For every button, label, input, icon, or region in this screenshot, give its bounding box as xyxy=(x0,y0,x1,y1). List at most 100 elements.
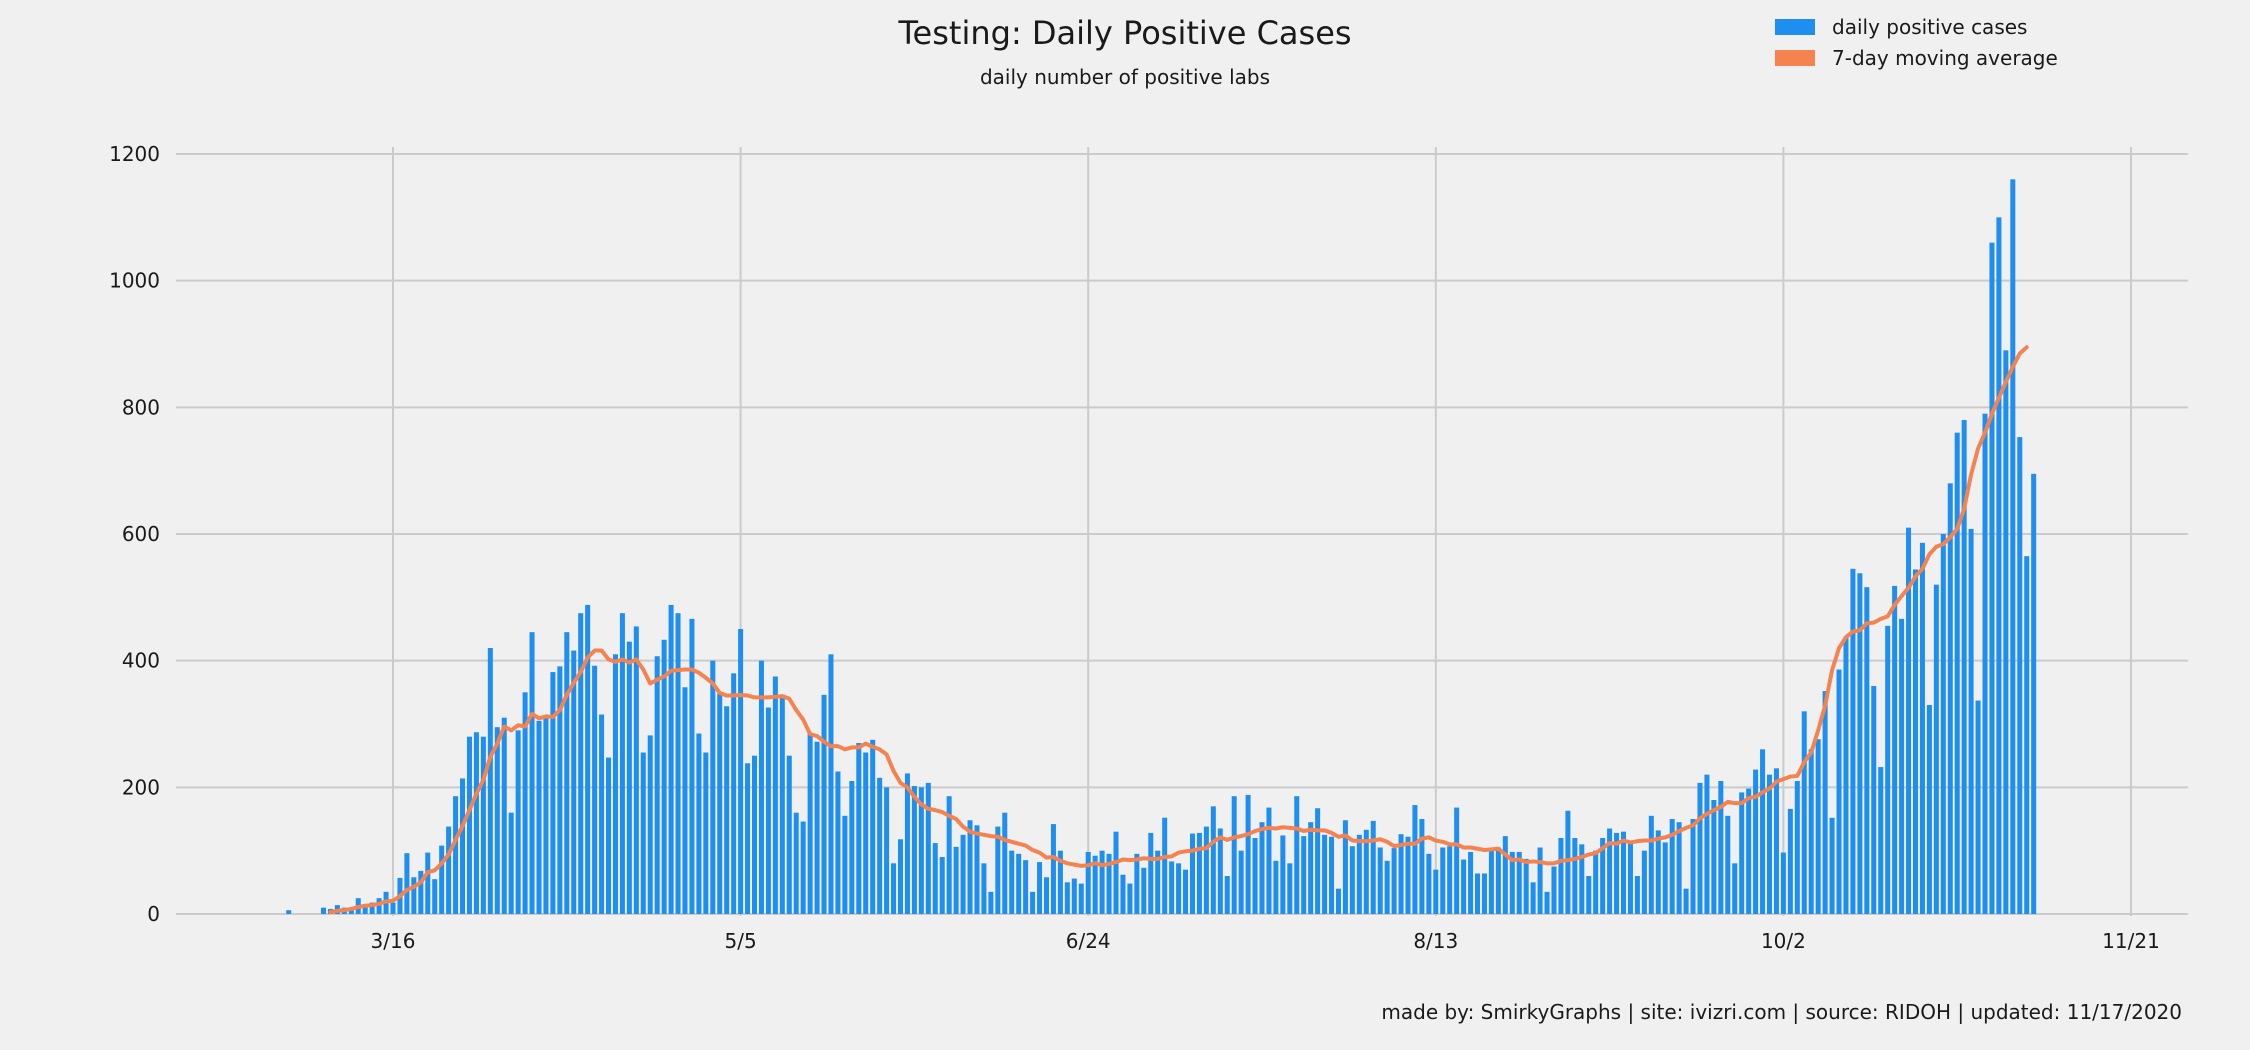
y-tick-label: 1000 xyxy=(109,269,160,293)
bar-daily-positive-cases xyxy=(807,733,813,914)
bar-daily-positive-cases xyxy=(585,604,591,914)
bar-daily-positive-cases xyxy=(731,673,737,914)
bar-daily-positive-cases xyxy=(1252,838,1258,914)
bar-daily-positive-cases xyxy=(404,853,410,914)
bar-daily-positive-cases xyxy=(515,730,521,914)
bar-daily-positive-cases xyxy=(1669,819,1675,914)
bar-daily-positive-cases xyxy=(473,732,479,914)
bar-daily-positive-cases xyxy=(1433,869,1439,914)
bar-daily-positive-cases xyxy=(1537,847,1543,914)
bar-daily-positive-cases xyxy=(675,613,681,914)
bar-daily-positive-cases xyxy=(1989,242,1995,915)
bar-daily-positive-cases xyxy=(1148,832,1154,914)
bar-daily-positive-cases xyxy=(1224,876,1230,914)
bar-daily-positive-cases xyxy=(1683,888,1689,914)
bar-daily-positive-cases xyxy=(897,839,903,914)
bar-daily-positive-cases xyxy=(411,877,417,914)
bar-daily-positive-cases xyxy=(1064,882,1070,914)
bar-daily-positive-cases xyxy=(1621,831,1627,914)
bar-daily-positive-cases xyxy=(1614,832,1620,914)
bar-daily-positive-cases xyxy=(800,821,806,914)
bar-daily-positive-cases xyxy=(918,787,924,914)
bar-daily-positive-cases xyxy=(779,695,785,914)
chart-title: Testing: Daily Positive Cases xyxy=(897,14,1351,52)
bar-daily-positive-cases xyxy=(1773,768,1779,914)
bar-daily-positive-cases xyxy=(654,656,660,914)
bar-daily-positive-cases xyxy=(1648,815,1654,914)
bar-daily-positive-cases xyxy=(1961,420,1967,914)
y-tick-label: 600 xyxy=(122,522,160,546)
bar-daily-positive-cases xyxy=(1287,863,1293,914)
bar-daily-positive-cases xyxy=(2017,437,2023,914)
bar-daily-positive-cases xyxy=(814,741,820,914)
bar-daily-positive-cases xyxy=(1391,848,1397,914)
bar-daily-positive-cases xyxy=(724,706,730,914)
bar-daily-positive-cases xyxy=(1801,711,1807,914)
bar-daily-positive-cases xyxy=(1760,749,1766,914)
bar-daily-positive-cases xyxy=(772,676,778,914)
bar-daily-positive-cases xyxy=(1711,800,1717,914)
bar-daily-positive-cases xyxy=(1106,853,1112,914)
bar-daily-positive-cases xyxy=(1398,834,1404,914)
bar-daily-positive-cases xyxy=(446,826,452,914)
legend: daily positive cases 7-day moving averag… xyxy=(1775,15,2058,70)
x-tick-label: 11/21 xyxy=(2102,929,2160,953)
bar-daily-positive-cases xyxy=(821,694,827,914)
bar-daily-positive-cases xyxy=(508,812,514,914)
bar-daily-positive-cases xyxy=(668,604,674,914)
bar-daily-positive-cases xyxy=(286,910,292,914)
bar-daily-positive-cases xyxy=(1732,863,1738,914)
bar-daily-positive-cases xyxy=(1690,819,1696,914)
bar-daily-positive-cases xyxy=(1780,852,1786,914)
bar-daily-positive-cases xyxy=(1259,822,1265,914)
y-tick-label: 800 xyxy=(122,395,160,419)
bar-daily-positive-cases xyxy=(1071,878,1077,914)
bar-daily-positive-cases xyxy=(1308,822,1314,914)
bar-daily-positive-cases xyxy=(1342,820,1348,914)
bar-daily-positive-cases xyxy=(1315,808,1321,914)
bar-daily-positive-cases xyxy=(1725,815,1731,914)
bar-daily-positive-cases xyxy=(1558,838,1564,914)
footer-credits: made by: SmirkyGraphs | site: ivizri.com… xyxy=(1381,1000,2182,1024)
bar-daily-positive-cases xyxy=(1523,858,1529,914)
bar-daily-positive-cases xyxy=(1871,686,1877,914)
bar-daily-positive-cases xyxy=(689,618,695,914)
bar-daily-positive-cases xyxy=(647,735,653,914)
bar-daily-positive-cases xyxy=(1023,860,1029,914)
bar-daily-positive-cases xyxy=(1120,874,1126,914)
bar-daily-positive-cases xyxy=(1600,838,1606,914)
legend-swatch-line xyxy=(1775,50,1815,66)
bar-daily-positive-cases xyxy=(1016,853,1022,914)
bar-daily-positive-cases xyxy=(738,629,744,914)
bar-daily-positive-cases xyxy=(571,650,577,914)
bar-daily-positive-cases xyxy=(543,717,549,914)
bar-daily-positive-cases xyxy=(870,739,876,914)
bar-daily-positive-cases xyxy=(1273,860,1279,914)
bar-daily-positive-cases xyxy=(564,632,570,914)
bar-daily-positive-cases xyxy=(1440,847,1446,914)
legend-swatch-bars xyxy=(1775,19,1815,35)
bar-daily-positive-cases xyxy=(1530,882,1536,914)
bar-daily-positive-cases xyxy=(1294,796,1300,914)
bar-daily-positive-cases xyxy=(619,613,625,914)
bar-daily-positive-cases xyxy=(1127,883,1133,914)
bar-daily-positive-cases xyxy=(1746,788,1752,914)
bar-daily-positive-cases xyxy=(1426,853,1432,914)
bar-daily-positive-cases xyxy=(1593,850,1599,914)
bar-daily-positive-cases xyxy=(1551,866,1557,914)
bar-daily-positive-cases xyxy=(1196,832,1202,914)
bar-daily-positive-cases xyxy=(752,755,758,914)
bar-daily-positive-cases xyxy=(1238,850,1244,914)
bar-daily-positive-cases xyxy=(1565,810,1571,914)
bar-daily-positive-cases xyxy=(1488,850,1494,914)
bar-daily-positive-cases xyxy=(1947,483,1953,914)
bar-daily-positive-cases xyxy=(1217,828,1223,914)
line-7-day-moving-average xyxy=(328,345,2029,915)
bar-daily-positive-cases xyxy=(626,641,632,914)
bar-daily-positive-cases xyxy=(1954,432,1960,914)
bar-daily-positive-cases xyxy=(828,654,834,914)
legend-label-line: 7-day moving average xyxy=(1832,46,2058,70)
bar-daily-positive-cases xyxy=(1808,749,1814,914)
bar-daily-positive-cases xyxy=(536,720,542,914)
